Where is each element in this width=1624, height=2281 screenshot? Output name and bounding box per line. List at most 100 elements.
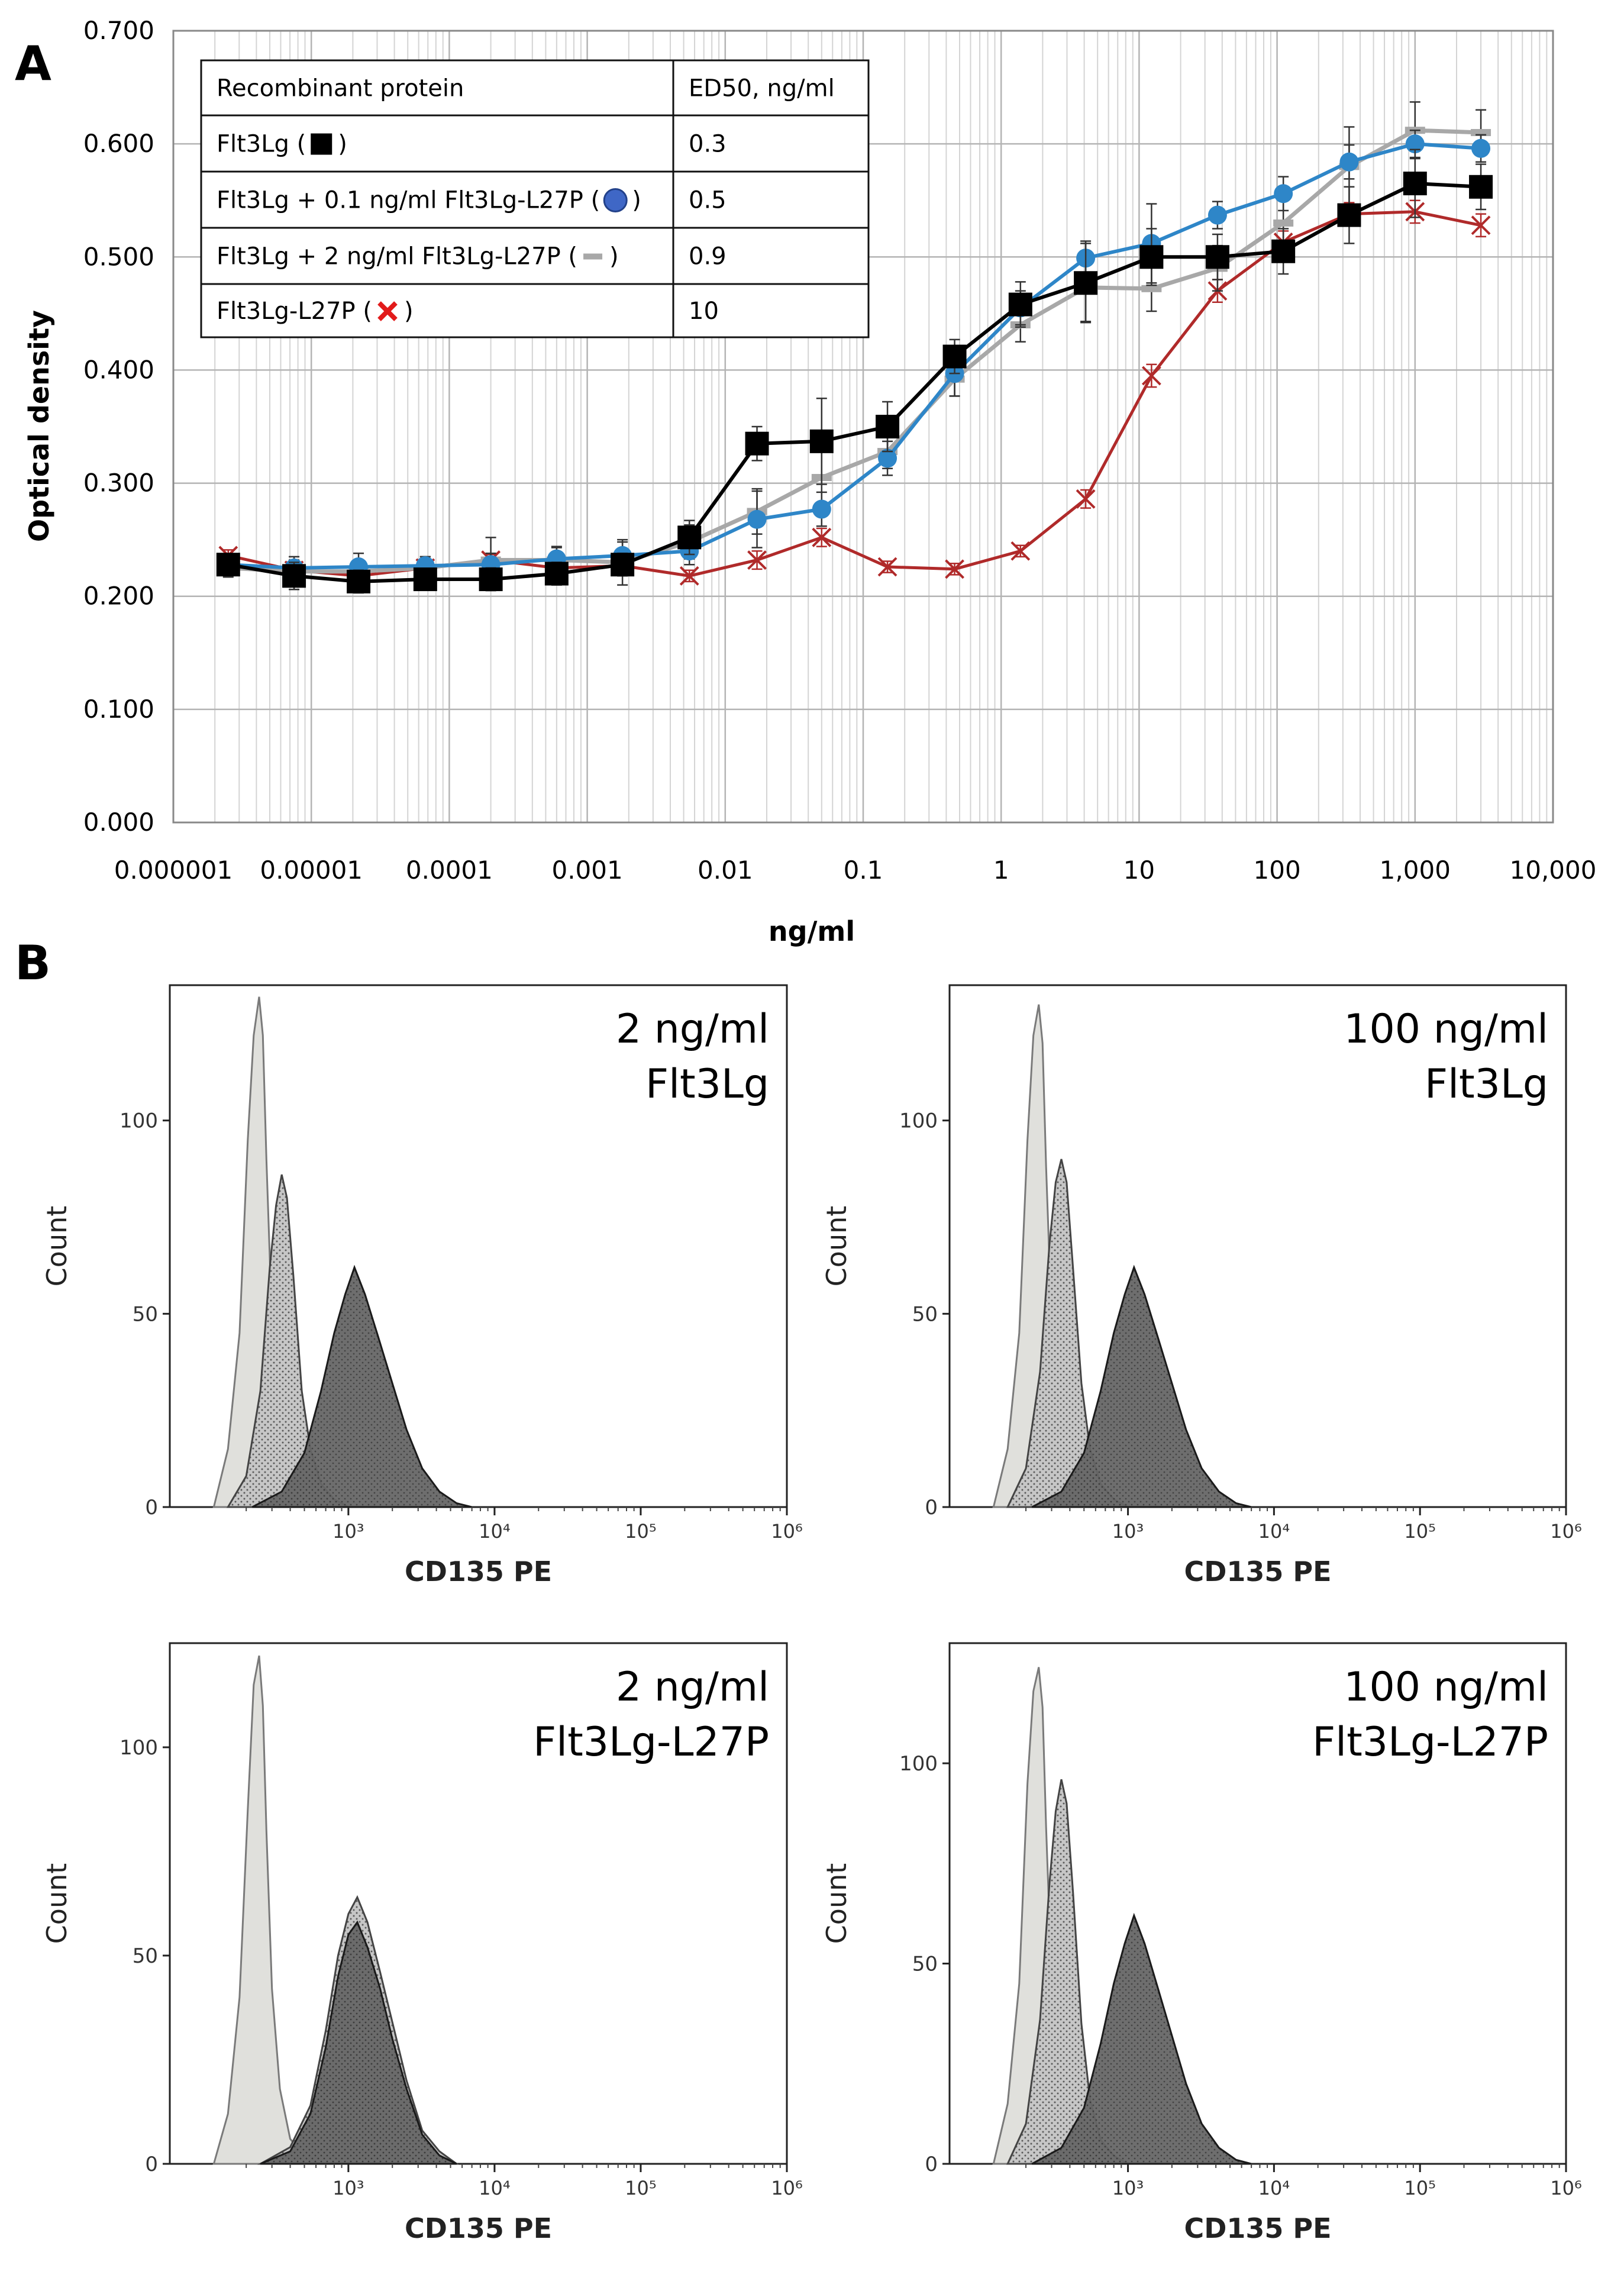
x-tick-label: 10³	[332, 2177, 364, 2199]
data-point-x	[945, 559, 964, 579]
table-protein-label: Flt3Lg-L27P (	[217, 298, 372, 325]
y-axis-title: Count	[821, 1863, 853, 1944]
histogram-dark-peak	[260, 1920, 457, 2165]
x-axis-title: ng/ml	[769, 915, 855, 947]
data-point-x	[812, 527, 832, 547]
y-tick-label: 0.600	[83, 129, 154, 158]
x-tick-label: 0.01	[698, 856, 753, 885]
x-axis-title: CD135 PE	[405, 1556, 552, 1588]
data-point-circle	[878, 449, 897, 468]
y-tick-label: 100	[899, 1752, 938, 1776]
histogram-title-protein: Flt3Lg	[645, 1061, 769, 1108]
data-point-square	[479, 567, 503, 592]
data-point-circle	[1339, 152, 1359, 172]
x-tick-label: 0.00001	[260, 856, 363, 885]
y-axis-title: Count	[41, 1206, 73, 1287]
histogram-title-protein: Flt3Lg	[1425, 1061, 1548, 1108]
x-tick-label: 10⁶	[771, 1520, 803, 1543]
x-tick-label: 10	[1123, 856, 1155, 885]
table-header-ed50: ED50, ng/ml	[689, 75, 835, 102]
data-point-square	[1403, 172, 1427, 196]
y-tick-label: 0	[925, 1496, 938, 1519]
histogram-title-concentration: 2 ng/ml	[616, 1006, 769, 1053]
panel-a-label: A	[15, 36, 51, 91]
table-header-protein: Recombinant protein	[217, 75, 464, 102]
y-tick-label: 100	[120, 1736, 158, 1760]
data-point-square	[1074, 271, 1098, 295]
x-tick-label: 0.001	[551, 856, 622, 885]
histogram-100ng-flt3lg: 0 50 100 10³ 10⁴ 10⁵ 10⁶ CD135 PE Count 100 ng/ml…	[821, 984, 1582, 1588]
x-tick-label: 0.000001	[114, 856, 233, 885]
data-point-square	[413, 567, 437, 592]
data-point-x	[1471, 215, 1491, 235]
y-axis-title: Count	[821, 1206, 853, 1287]
legend-square-icon	[311, 133, 332, 155]
data-point-dash	[1141, 285, 1162, 292]
table-protein-label-close: )	[338, 131, 347, 158]
y-tick-label: 50	[912, 1953, 938, 1976]
x-axis-title: CD135 PE	[405, 2212, 552, 2244]
plot-frame	[172, 30, 1554, 824]
y-tick-label: 50	[133, 1944, 158, 1968]
y-axis-title: Count	[41, 1863, 73, 1944]
x-tick-label: 0.0001	[406, 856, 493, 885]
x-axis-title: CD135 PE	[1184, 2212, 1331, 2244]
y-tick-label: 100	[120, 1109, 158, 1133]
y-tick-label: 50	[133, 1302, 158, 1326]
x-tick-label: 10⁴	[479, 2177, 511, 2199]
y-tick-label: 50	[912, 1302, 938, 1326]
histogram-dark-peak	[251, 1264, 472, 1508]
data-point-circle	[1207, 205, 1227, 225]
optical-density-chart: 0.000 0.100 0.200 0.300 0.400 0.500 0.600 0.700…	[23, 16, 1596, 947]
y-tick-label: 0.000	[83, 808, 154, 837]
data-point-square	[942, 344, 967, 369]
x-tick-label: 100	[1254, 856, 1301, 885]
histogram-title-protein: Flt3Lg-L27P	[1312, 1719, 1548, 1766]
histogram-title-concentration: 2 ng/ml	[616, 1664, 769, 1711]
x-tick-label: 10⁵	[625, 1520, 657, 1543]
data-point-square	[677, 525, 702, 550]
data-point-circle	[1274, 184, 1293, 204]
histogram-dark-peak	[1031, 1912, 1252, 2165]
data-point-x	[1076, 489, 1096, 509]
data-point-circle	[747, 509, 767, 529]
legend-circle-icon	[603, 188, 628, 212]
table-ed50-value: 10	[689, 298, 719, 325]
x-tick-label: 10⁵	[625, 2177, 657, 2199]
x-tick-label: 10³	[332, 1520, 364, 1543]
data-point-circle	[1405, 134, 1425, 154]
data-point-x	[1010, 541, 1031, 561]
data-point-square	[611, 553, 635, 577]
table-protein-label-close: )	[632, 187, 641, 214]
data-point-square	[282, 564, 306, 588]
data-point-square	[1205, 245, 1229, 269]
table-protein-label: Flt3Lg + 0.1 ng/ml Flt3Lg-L27P (	[217, 187, 600, 214]
x-tick-label: 10⁶	[771, 2177, 803, 2199]
data-point-circle	[1471, 138, 1491, 158]
table-frame	[200, 59, 870, 338]
x-tick-label: 1	[993, 856, 1009, 885]
x-tick-label: 10⁴	[1258, 2177, 1290, 2199]
y-tick-label: 0	[925, 2153, 938, 2176]
series-line	[228, 142, 1481, 570]
data-point-square	[347, 569, 371, 593]
x-tick-label: 10³	[1112, 1520, 1144, 1543]
y-tick-label: 0	[145, 2153, 158, 2176]
histogram-2ng-flt3lg-l27p: 0 50 100 10³ 10⁴ 10⁵ 10⁶ CD135 PE Count 2 ng/ml Fl…	[41, 1642, 803, 2244]
y-tick-label: 0.400	[83, 355, 154, 384]
data-point-square	[809, 429, 834, 453]
y-tick-label: 0	[145, 1496, 158, 1519]
data-point-square	[544, 562, 569, 586]
table-protein-label-close: )	[609, 243, 619, 270]
data-point-x	[1141, 366, 1161, 386]
x-tick-label: 10,000	[1510, 856, 1597, 885]
x-axis-title: CD135 PE	[1184, 1556, 1331, 1588]
histogram-title-concentration: 100 ng/ml	[1344, 1664, 1548, 1711]
ed50-table: Recombinant protein ED50, ng/ml Flt3Lg () 0…	[200, 59, 870, 338]
table-ed50-value: 0.9	[689, 243, 727, 270]
y-tick-label: 0.500	[83, 242, 154, 271]
histogram-100ng-flt3lg-l27p: 0 50 100 10³ 10⁴ 10⁵ 10⁶ CD135 PE Count 100 ng/ml…	[821, 1642, 1582, 2244]
data-point-square	[1337, 203, 1361, 227]
x-tick-label: 0.1	[844, 856, 883, 885]
